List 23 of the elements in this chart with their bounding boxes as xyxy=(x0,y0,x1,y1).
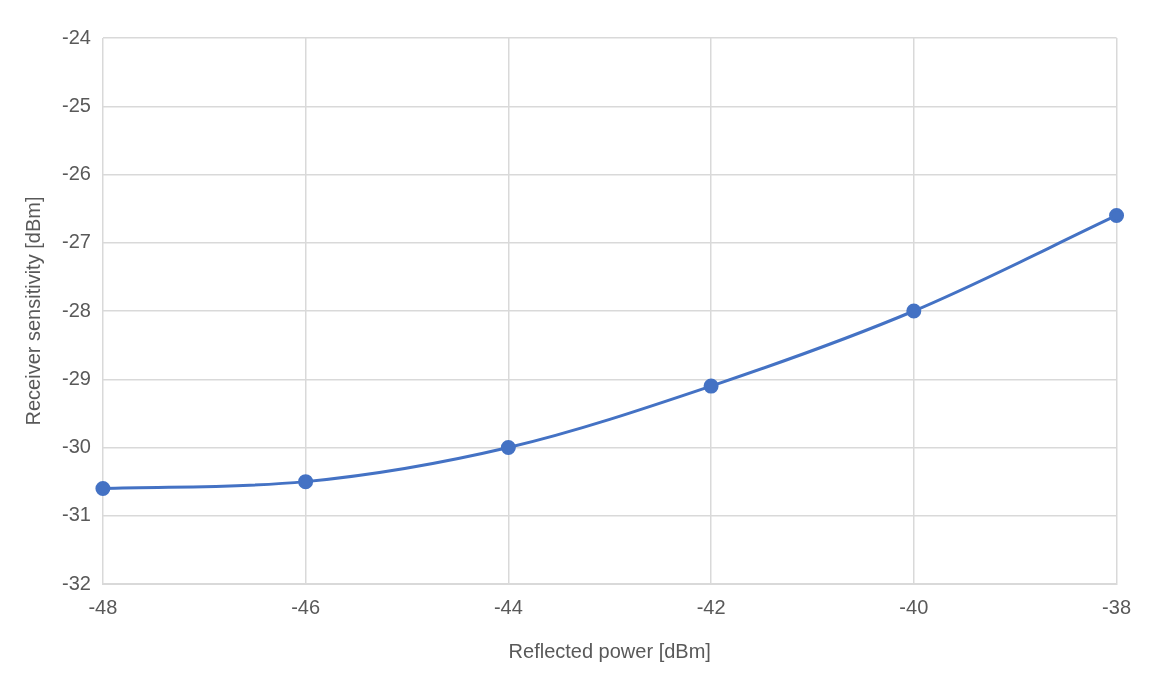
x-tick-label: -48 xyxy=(88,595,118,618)
x-tick-label: -38 xyxy=(1102,595,1131,618)
y-tick-label: -26 xyxy=(62,162,91,185)
point xyxy=(1109,207,1125,223)
y-tick-label: -30 xyxy=(62,435,91,458)
y-tick-label: -24 xyxy=(62,25,91,48)
y-axis-title: Receiver sensitivity [dBm] xyxy=(21,196,44,426)
y-tick-label: -32 xyxy=(62,571,91,594)
point xyxy=(906,303,922,319)
y-tick-label: -31 xyxy=(62,503,91,526)
x-axis-title: Reflected power [dBm] xyxy=(508,639,711,662)
point xyxy=(500,440,516,455)
point xyxy=(298,474,314,490)
x-tick-label: -42 xyxy=(696,595,726,618)
point xyxy=(703,378,719,394)
x-tick-label: -40 xyxy=(899,595,929,618)
y-tick-label: -28 xyxy=(62,298,91,321)
y-tick-label: -27 xyxy=(62,230,91,253)
x-tick-label: -44 xyxy=(493,595,523,618)
y-tick-label: -29 xyxy=(62,366,91,389)
point xyxy=(95,480,111,496)
y-tick-label: -25 xyxy=(62,93,91,116)
x-tick-label: -46 xyxy=(291,595,321,618)
